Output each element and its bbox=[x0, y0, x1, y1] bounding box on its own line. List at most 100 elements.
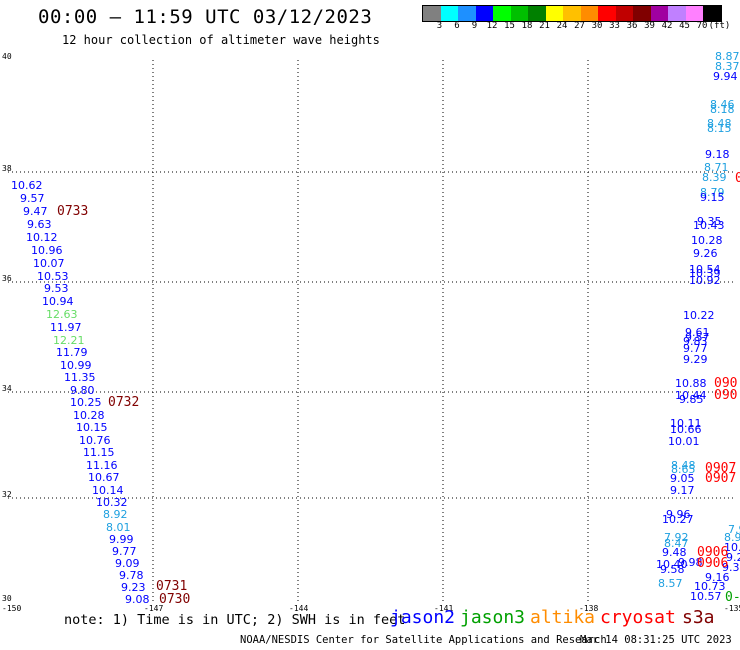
wave-height-reading: 9.38 bbox=[722, 561, 740, 574]
wave-height-reading: 8.87 bbox=[715, 50, 740, 63]
wave-height-reading: 8.15 bbox=[707, 122, 732, 135]
wave-height-reading: 8.65 bbox=[671, 463, 696, 476]
wave-height-reading: 10.57 bbox=[690, 590, 722, 603]
longitude-tick-label: -141 bbox=[434, 604, 453, 613]
wave-height-reading: 10.99 bbox=[60, 359, 92, 372]
color-swatch bbox=[493, 6, 511, 21]
color-scale-label: 27 bbox=[574, 21, 585, 31]
wave-height-reading: 8.37 bbox=[715, 60, 740, 73]
wave-height-reading: 9.80 bbox=[70, 384, 95, 397]
wave-height-reading: 10.25 bbox=[70, 396, 102, 409]
wave-height-reading: 8.39 bbox=[702, 171, 727, 184]
page-title: 00:00 – 11:59 UTC 03/12/2023 bbox=[38, 6, 373, 28]
color-scale-labels: 3 6 9 12 15 18 21 24 27 30 33 36 39 42 45 70 (ft) bbox=[422, 21, 740, 33]
wave-height-reading: 9.57 bbox=[20, 192, 45, 205]
legend-cryosat: cryosat bbox=[600, 607, 676, 628]
wave-height-reading: 8.48 bbox=[707, 117, 732, 130]
wave-height-reading: 10.62 bbox=[11, 179, 43, 192]
wave-height-reading: 10.40 bbox=[724, 541, 740, 554]
longitude-tick-label: -144 bbox=[289, 604, 308, 613]
pass-time-label: 0- bbox=[725, 590, 740, 605]
pass-time-label: 0907 bbox=[705, 461, 736, 476]
wave-height-reading: 10.76 bbox=[79, 434, 111, 447]
pass-time-label: 0906 bbox=[697, 545, 728, 560]
longitude-tick-label: -135 bbox=[724, 604, 740, 613]
wave-height-reading: 10.28 bbox=[73, 409, 105, 422]
wave-height-reading: 10.28 bbox=[691, 234, 723, 247]
wave-height-reading: 10.67 bbox=[88, 471, 120, 484]
wave-height-reading: 10.22 bbox=[683, 309, 715, 322]
wave-height-reading: 8.01 bbox=[106, 521, 131, 534]
color-scale-label: 45 bbox=[679, 21, 690, 31]
color-scale-bar bbox=[422, 5, 722, 22]
color-swatch bbox=[685, 6, 703, 21]
wave-height-reading: 9.57 bbox=[685, 331, 710, 344]
wave-height-reading: 9.58 bbox=[660, 563, 685, 576]
wave-height-reading: 9.99 bbox=[109, 533, 134, 546]
wave-height-reading: 9.35 bbox=[697, 215, 722, 228]
longitude-tick-label: -147 bbox=[144, 604, 163, 613]
pass-time-label: 0907 bbox=[705, 471, 736, 486]
wave-height-reading: 9.48 bbox=[662, 546, 687, 559]
wave-height-reading: 9.78 bbox=[119, 569, 144, 582]
wave-height-reading: 12.63 bbox=[46, 308, 78, 321]
color-swatch bbox=[528, 6, 546, 21]
wave-height-reading: 9.16 bbox=[705, 571, 730, 584]
wave-height-reading: 10.32 bbox=[96, 496, 128, 509]
wave-height-reading: 9.77 bbox=[683, 342, 708, 355]
pass-time-label: 0 bbox=[735, 171, 740, 186]
color-swatch bbox=[650, 6, 668, 21]
color-swatch bbox=[458, 6, 476, 21]
wave-height-reading: 8.79 bbox=[700, 186, 725, 199]
wave-height-reading: 10.07 bbox=[33, 257, 65, 270]
wave-height-reading: 9.18 bbox=[705, 148, 730, 161]
wave-height-reading: 10.14 bbox=[92, 484, 124, 497]
color-swatch bbox=[563, 6, 581, 21]
wave-height-reading: 11.16 bbox=[86, 459, 118, 472]
wave-height-reading: 10.94 bbox=[42, 295, 74, 308]
latitude-tick-label: 32 bbox=[2, 490, 12, 499]
wave-height-reading: 10.44 bbox=[675, 389, 707, 402]
legend-jason3: jason3 bbox=[460, 607, 526, 628]
longitude-tick-label: -138 bbox=[579, 604, 598, 613]
longitude-tick-label: -150 bbox=[2, 604, 21, 613]
color-swatch bbox=[545, 6, 563, 21]
legend-s3a: s3a bbox=[682, 607, 715, 628]
color-scale-label: (ft) bbox=[708, 21, 731, 31]
color-swatch bbox=[475, 6, 493, 21]
wave-height-reading: 8.18 bbox=[710, 103, 735, 116]
pass-time-label: 090 bbox=[714, 388, 737, 403]
color-swatch bbox=[633, 6, 651, 21]
page-subtitle: 12 hour collection of altimeter wave hei… bbox=[62, 33, 380, 47]
wave-height-reading: 10.40 bbox=[656, 558, 688, 571]
wave-height-reading: 9.83 bbox=[683, 335, 708, 348]
wave-height-reading: 9.96 bbox=[666, 508, 691, 521]
color-scale-label: 3 bbox=[436, 21, 443, 31]
color-swatch bbox=[598, 6, 616, 21]
latitude-tick-label: 30 bbox=[2, 594, 12, 603]
wave-height-reading: 11.35 bbox=[64, 371, 96, 384]
wave-height-reading: 10.01 bbox=[668, 435, 700, 448]
color-scale-label: 6 bbox=[454, 21, 460, 31]
pass-time-label: 090 bbox=[714, 376, 737, 391]
wave-height-reading: 9.05 bbox=[670, 472, 695, 485]
wave-height-reading: 9.63 bbox=[27, 218, 52, 231]
wave-height-reading: 10.73 bbox=[694, 580, 726, 593]
color-scale-label: 70 bbox=[696, 21, 708, 31]
wave-height-reading: 8.48 bbox=[671, 459, 696, 472]
color-scale-label: 9 bbox=[471, 21, 478, 31]
wave-height-reading: 9.61 bbox=[685, 326, 710, 339]
generated-timestamp: Mar 14 08:31:25 UTC 2023 bbox=[580, 634, 732, 646]
wave-height-reading: 9.17 bbox=[670, 484, 695, 497]
note-text: note: 1) Time is in UTC; 2) SWH is in fe… bbox=[64, 612, 406, 628]
color-swatch bbox=[668, 6, 686, 21]
color-swatch bbox=[703, 6, 721, 21]
color-scale-label: 24 bbox=[556, 21, 568, 31]
credit-text: NOAA/NESDIS Center for Satellite Applica… bbox=[240, 634, 607, 646]
legend-altika: altika bbox=[530, 607, 596, 628]
pass-time-label: 0906 bbox=[697, 556, 728, 571]
wave-height-reading: 8.71 bbox=[704, 161, 729, 174]
pass-time-label: 0730 bbox=[159, 592, 190, 607]
wave-height-reading: 10.88 bbox=[675, 377, 707, 390]
color-scale-label: 36 bbox=[626, 21, 638, 31]
